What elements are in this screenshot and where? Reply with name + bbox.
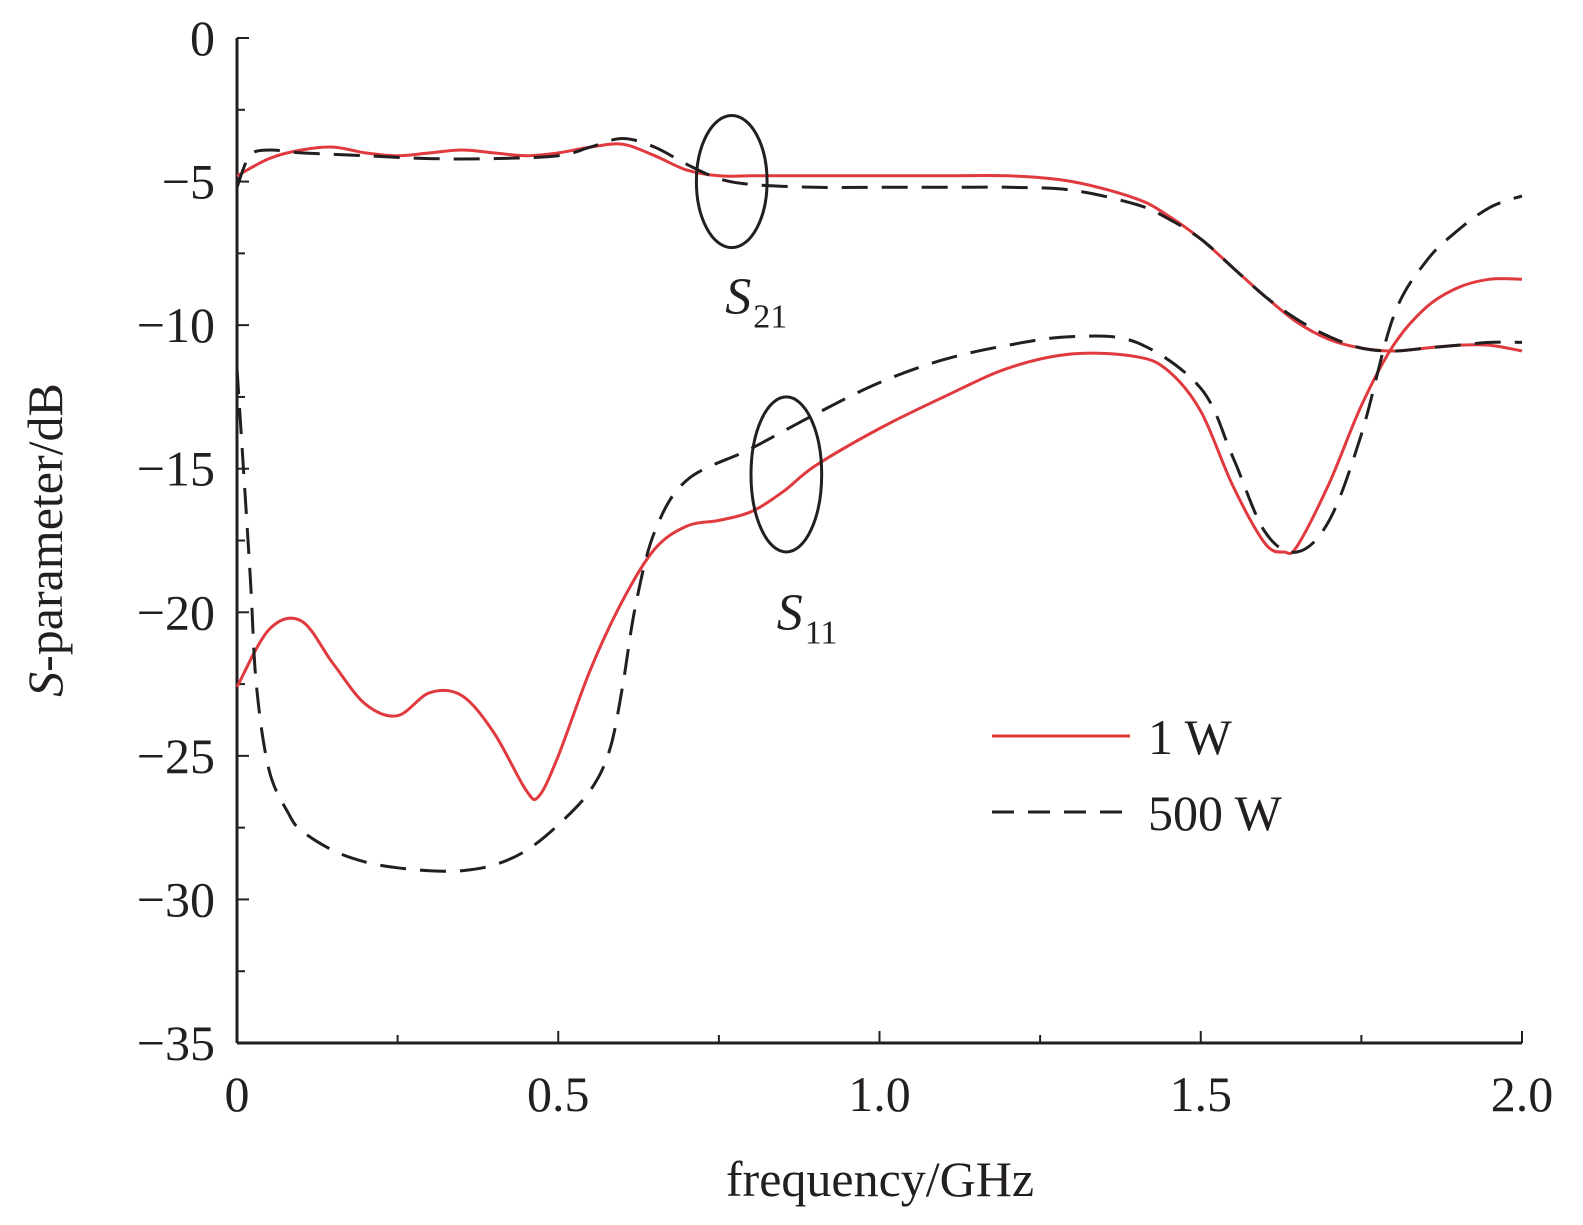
x-tick-label: 1.0 <box>848 1066 911 1122</box>
annotation-ellipse-s11 <box>749 395 824 554</box>
annotation-layer: S21 S11 <box>694 114 838 652</box>
y-tick-label: 0 <box>190 10 215 66</box>
y-axis-title-italic: S <box>17 672 73 697</box>
legend-label-1w: 1 W <box>1148 709 1233 765</box>
annotation-ellipse-s21 <box>694 114 769 250</box>
annotation-label-s11: S11 <box>777 585 838 652</box>
y-tick-label: −20 <box>137 584 215 640</box>
y-tick-label: −35 <box>137 1015 215 1071</box>
y-tick-label: −10 <box>137 297 215 353</box>
x-axis-title: frequency/GHz <box>726 1151 1034 1207</box>
x-tick-label: 0 <box>225 1066 250 1122</box>
y-tick-label: −15 <box>137 441 215 497</box>
series-line-s11-1w <box>235 277 1523 802</box>
series-line-s11-500w <box>235 194 1523 873</box>
ticks <box>236 37 1523 1044</box>
series-line-s21-1w <box>236 142 1523 353</box>
legend: 1 W 500 W <box>992 709 1283 841</box>
y-tick-label: −25 <box>137 728 215 784</box>
series-line-s21-500w <box>235 137 1523 353</box>
tick-labels: 0 0.5 1.0 1.5 2.0 0 −5 −10 −15 −20 −25 −30 −35 <box>137 10 1553 1122</box>
x-tick-label: 1.5 <box>1170 1066 1233 1122</box>
series-layer <box>235 137 1523 873</box>
annotation-label-s21: S21 <box>725 269 787 336</box>
y-axis-title-rest: -parameter/dB <box>17 383 73 672</box>
y-axis-title: S-parameter/dB <box>17 383 73 697</box>
x-tick-label: 2.0 <box>1491 1066 1554 1122</box>
y-tick-label: −30 <box>137 871 215 927</box>
y-tick-label: −5 <box>162 154 215 210</box>
axes <box>235 38 1522 1045</box>
legend-label-500w: 500 W <box>1148 785 1283 841</box>
x-tick-label: 0.5 <box>527 1066 590 1122</box>
